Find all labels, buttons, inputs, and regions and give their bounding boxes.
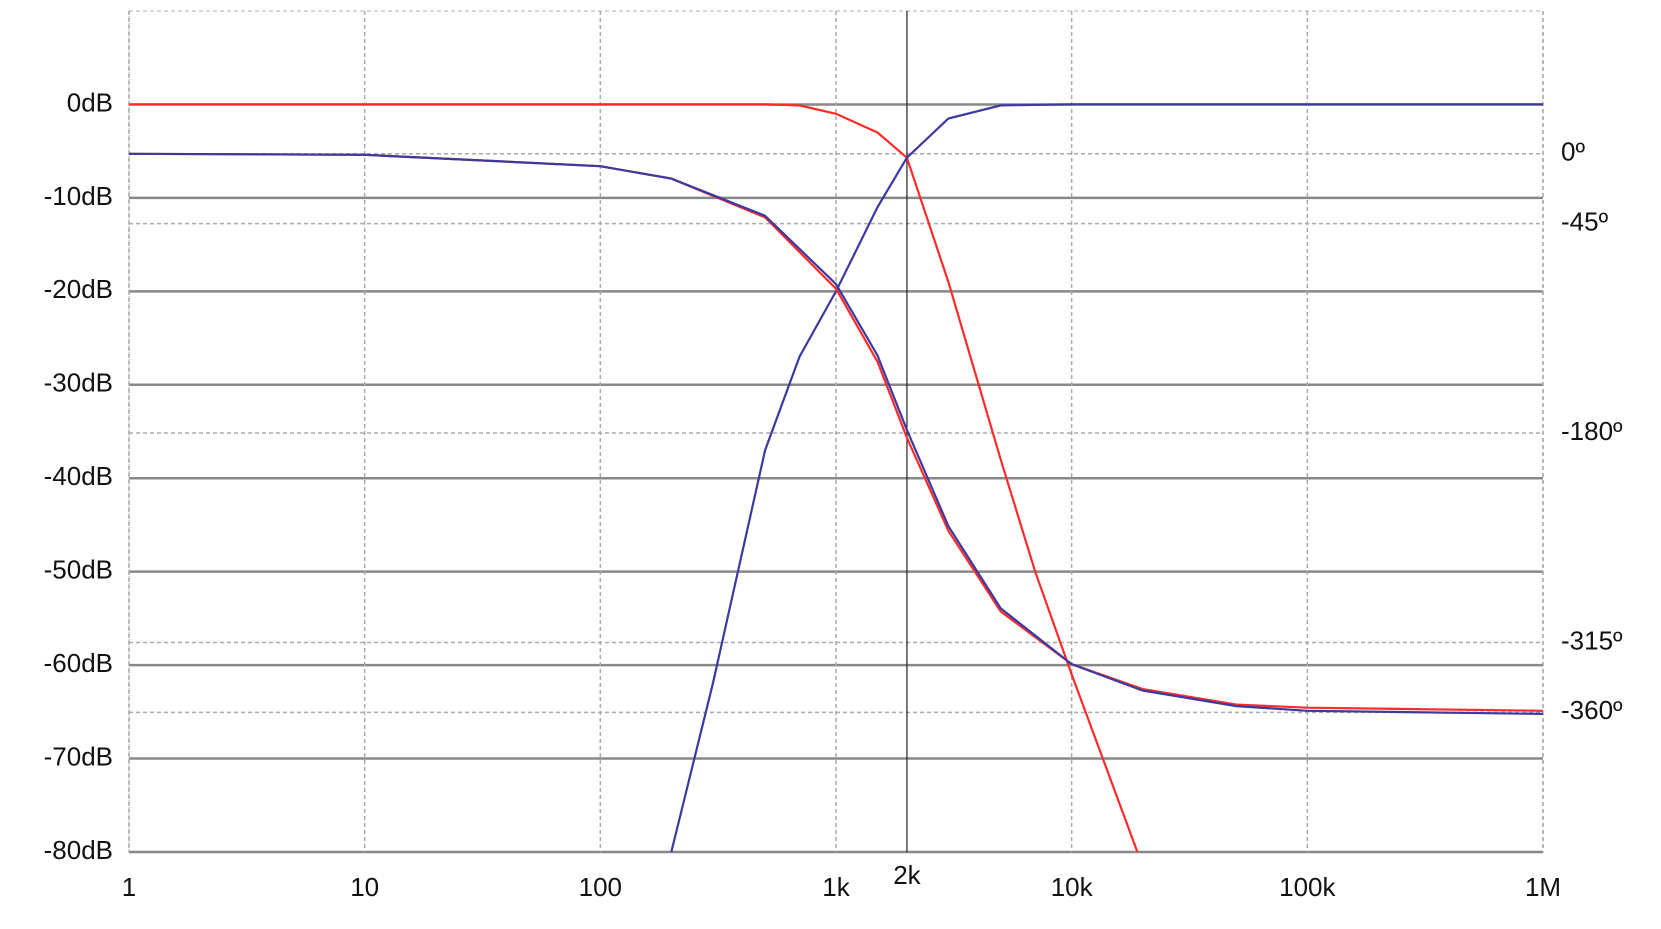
y2-tick-label: -360º	[1561, 695, 1623, 725]
y-tick-label: 0dB	[67, 87, 113, 117]
y-tick-label: -40dB	[44, 461, 113, 491]
x-tick-label: 10k	[1051, 872, 1094, 902]
x-tick-label: 1M	[1525, 872, 1561, 902]
y-tick-label: -10dB	[44, 181, 113, 211]
y-tick-label: -80dB	[44, 835, 113, 865]
x-tick-label: 10	[350, 872, 379, 902]
y2-tick-label: -45º	[1561, 206, 1609, 236]
y-tick-label: -50dB	[44, 555, 113, 585]
y-tick-label: -70dB	[44, 741, 113, 771]
x-tick-label: 1	[122, 872, 136, 902]
x-tick-label: 2k	[893, 860, 921, 890]
y-tick-label: -30dB	[44, 368, 113, 398]
y-tick-label: -20dB	[44, 274, 113, 304]
y2-tick-label: -315º	[1561, 625, 1623, 655]
y2-tick-label: 0º	[1561, 137, 1585, 167]
x-tick-label: 1k	[822, 872, 850, 902]
x-tick-label: 100k	[1279, 872, 1336, 902]
series-line	[670, 103, 1543, 853]
y2-tick-label: -180º	[1561, 416, 1623, 446]
series-line	[128, 152, 1544, 715]
x-tick-label: 100	[579, 872, 622, 902]
y-tick-label: -60dB	[44, 648, 113, 678]
